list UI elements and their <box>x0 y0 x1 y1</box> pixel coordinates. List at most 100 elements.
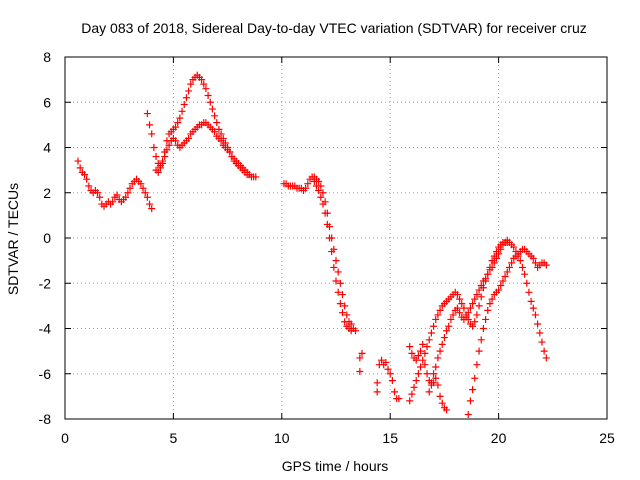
data-point <box>414 352 422 360</box>
data-point <box>172 137 180 145</box>
data-point <box>456 295 464 303</box>
data-point <box>525 288 533 296</box>
data-point <box>332 277 340 285</box>
grid-lines <box>65 57 607 419</box>
data-point <box>477 293 485 301</box>
data-point <box>540 347 548 355</box>
data-points <box>74 71 550 418</box>
data-point <box>425 336 433 344</box>
data-point <box>122 193 130 201</box>
data-point <box>74 157 82 165</box>
series-track-e <box>310 177 355 335</box>
data-point <box>486 300 494 308</box>
data-point <box>414 370 422 378</box>
data-point <box>471 295 479 303</box>
data-point <box>150 144 158 151</box>
data-point <box>321 209 329 217</box>
data-point <box>319 200 327 208</box>
data-point <box>341 318 349 326</box>
data-point <box>408 390 416 398</box>
chart-title: Day 083 of 2018, Sidereal Day-to-day VTE… <box>81 20 587 36</box>
data-point <box>146 200 154 208</box>
y-tick-label: -4 <box>39 321 52 337</box>
data-point <box>356 354 364 362</box>
data-point <box>434 354 442 362</box>
data-point <box>406 343 414 351</box>
data-point <box>462 313 470 321</box>
data-point <box>536 329 544 337</box>
data-point <box>440 334 448 342</box>
data-point <box>488 295 496 303</box>
data-point <box>226 148 234 156</box>
data-point <box>410 383 418 391</box>
y-tick-labels: -8 -6 -4 -2 0 2 4 6 8 <box>39 49 52 427</box>
data-point <box>113 191 121 199</box>
data-point <box>499 277 507 285</box>
data-point <box>529 254 537 262</box>
data-point <box>152 153 160 161</box>
data-point <box>436 306 444 314</box>
series-track-c <box>152 119 253 179</box>
data-point <box>336 279 344 287</box>
data-point <box>419 340 427 348</box>
data-point <box>373 388 381 396</box>
series-track-a <box>74 157 156 213</box>
data-point <box>508 259 516 267</box>
data-point <box>443 406 451 414</box>
data-point <box>252 173 260 181</box>
x-axis-label: GPS time / hours <box>282 458 389 474</box>
x-tick-label: 0 <box>61 430 69 446</box>
data-point <box>534 320 542 328</box>
data-point <box>126 184 134 192</box>
data-point <box>146 121 154 129</box>
data-point <box>473 291 481 299</box>
data-point <box>412 356 420 364</box>
x-tick-label: 25 <box>599 430 615 446</box>
data-point <box>527 297 535 305</box>
data-point <box>538 338 546 346</box>
data-point <box>384 365 392 373</box>
series-track-h <box>406 236 550 405</box>
data-point <box>176 114 184 122</box>
data-point <box>488 263 496 271</box>
data-point <box>453 304 461 312</box>
data-point <box>518 263 526 271</box>
data-point <box>388 377 396 385</box>
data-point <box>425 388 433 396</box>
data-point <box>213 119 221 127</box>
data-point <box>165 141 173 149</box>
data-point <box>453 291 461 299</box>
data-point <box>83 175 91 183</box>
series-track-i <box>425 239 511 396</box>
data-point <box>325 234 333 242</box>
data-point <box>323 220 331 228</box>
y-tick-label: 6 <box>43 94 51 110</box>
data-point <box>208 105 216 113</box>
data-point <box>449 311 457 319</box>
y-tick-label: -6 <box>39 366 52 382</box>
data-point <box>436 392 444 400</box>
data-point <box>430 322 438 330</box>
data-point <box>141 189 149 197</box>
data-point <box>347 327 355 335</box>
data-point <box>202 85 210 93</box>
data-point <box>200 80 208 88</box>
data-point <box>471 318 479 326</box>
data-point <box>542 261 550 269</box>
data-point <box>473 361 481 369</box>
data-point <box>304 180 312 188</box>
y-tick-label: 0 <box>43 230 51 246</box>
data-point <box>341 302 349 310</box>
data-point <box>458 300 466 308</box>
data-point <box>542 354 550 362</box>
data-point <box>211 112 219 120</box>
data-point <box>347 320 355 328</box>
data-point <box>466 397 474 405</box>
data-point <box>475 347 483 355</box>
data-point <box>432 374 440 382</box>
data-point <box>217 130 225 138</box>
data-point <box>497 282 505 290</box>
data-point <box>178 107 186 115</box>
data-point <box>343 311 351 319</box>
data-point <box>434 311 442 319</box>
